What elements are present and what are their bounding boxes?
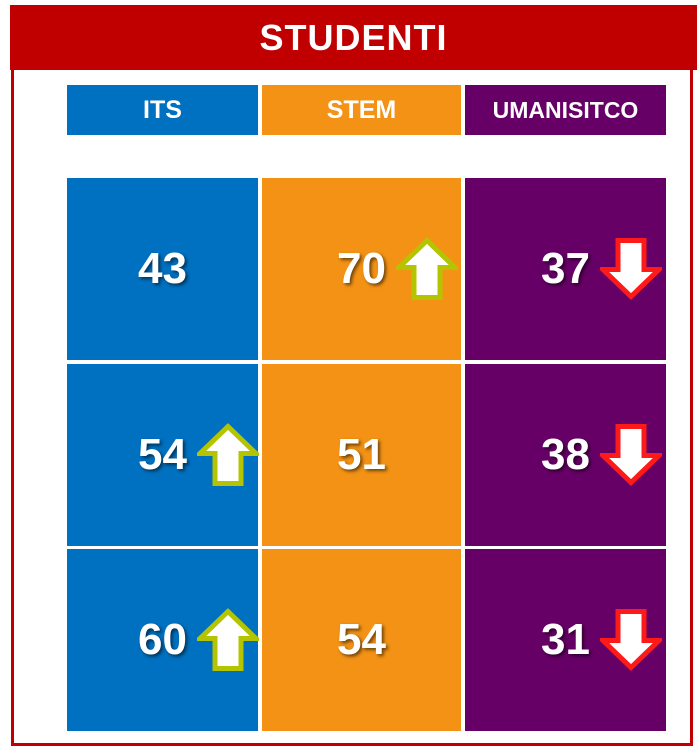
cell-value: 37 [541,244,590,293]
column-header: STEM [262,85,461,135]
up-arrow [197,609,259,672]
arrow-shape [200,427,256,484]
cell-value: 31 [541,615,590,664]
column-header: UMANISITCO [465,85,666,135]
arrow-shape [603,427,659,483]
cell-value: 70 [337,244,386,293]
cell: 37 [465,178,666,360]
cell: 43 [67,178,258,360]
up-arrow [396,238,458,301]
down-arrow [600,424,662,487]
arrow-shape [399,241,455,298]
up-arrow [197,424,259,487]
title: STUDENTI [10,5,697,70]
cell-value: 54 [138,430,187,479]
down-arrow [600,609,662,672]
column-header: ITS [67,85,258,135]
cell: 31 [465,549,666,731]
cell: 38 [465,364,666,546]
cell-value: 54 [337,615,386,664]
arrow-shape [603,612,659,668]
arrow-shape [200,612,256,669]
cell-value: 51 [337,430,386,479]
cell: 54 [67,364,258,546]
frame [11,60,693,746]
cell: 70 [262,178,461,360]
cell: 60 [67,549,258,731]
down-arrow [600,238,662,301]
arrow-shape [603,241,659,297]
cell: 54 [262,549,461,731]
cell-value: 60 [138,615,187,664]
cell: 51 [262,364,461,546]
cell-value: 38 [541,430,590,479]
cell-value: 43 [138,244,187,293]
